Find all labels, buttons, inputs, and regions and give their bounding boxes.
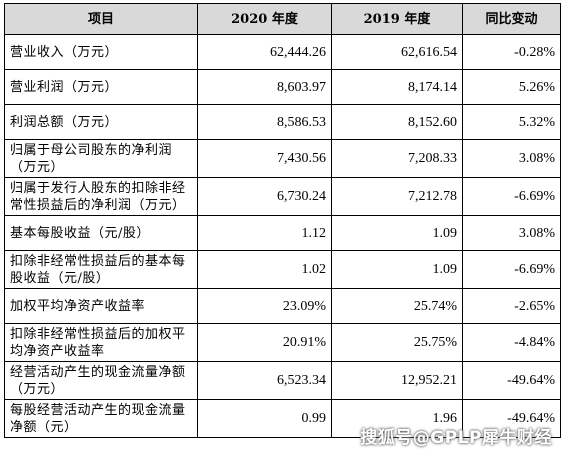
value-2020: 1.12 [197, 215, 332, 251]
watermark-text: 搜狐号@GPLP犀牛财经 [360, 428, 552, 448]
value-change: -49.64% [462, 399, 561, 438]
value-change: -2.65% [462, 288, 561, 324]
value-2020: 0.99 [197, 399, 332, 438]
table-row: 基本每股收益（元/股） 1.12 1.09 3.08% [4, 215, 561, 251]
value-2019: 25.74% [331, 288, 463, 324]
header-item: 项目 [4, 3, 198, 35]
value-change: -4.84% [462, 323, 561, 362]
value-change: -0.28% [462, 34, 561, 70]
row-label: 扣除非经常性损益后的加权平均净资产收益率 [4, 323, 198, 362]
header-row: 项目 2020 年度 2019 年度 同比变动 [4, 3, 561, 35]
row-label: 加权平均净资产收益率 [4, 288, 198, 324]
financial-data-table: 项目 2020 年度 2019 年度 同比变动 营业收入（万元） 62,444.… [4, 3, 561, 438]
value-2019: 1.96 [331, 399, 463, 438]
table-row: 归属于母公司股东的净利润（万元） 7,430.56 7,208.33 3.08% [4, 139, 561, 178]
table-row: 每股经营活动产生的现金流量净额（元） 0.99 1.96 -49.64% [4, 399, 561, 438]
table-row: 利润总额（万元） 8,586.53 8,152.60 5.32% [4, 104, 561, 140]
row-label: 归属于发行人股东的扣除非经常性损益后的净利润（万元） [4, 177, 198, 216]
value-2019: 25.75% [331, 323, 463, 362]
row-label: 基本每股收益（元/股） [4, 215, 198, 251]
row-label: 扣除非经常性损益后的基本每股收益（元/股） [4, 250, 198, 289]
value-2020: 20.91% [197, 323, 332, 362]
header-change: 同比变动 [462, 3, 561, 35]
value-2019: 7,212.78 [331, 177, 463, 216]
table-row: 营业收入（万元） 62,444.26 62,616.54 -0.28% [4, 34, 561, 70]
value-2019: 62,616.54 [331, 34, 463, 70]
row-label: 经营活动产生的现金流量净额（万元） [4, 361, 198, 400]
row-label: 每股经营活动产生的现金流量净额（元） [4, 399, 198, 438]
table-row: 营业利润（万元） 8,603.97 8,174.14 5.26% [4, 69, 561, 105]
row-label: 利润总额（万元） [4, 104, 198, 140]
value-2020: 23.09% [197, 288, 332, 324]
value-change: 3.08% [462, 215, 561, 251]
value-2020: 8,586.53 [197, 104, 332, 140]
value-change: -6.69% [462, 250, 561, 289]
value-change: 3.08% [462, 139, 561, 178]
value-2019: 1.09 [331, 250, 463, 289]
table-row: 经营活动产生的现金流量净额（万元） 6,523.34 12,952.21 -49… [4, 361, 561, 400]
value-change: -49.64% [462, 361, 561, 400]
value-change: 5.32% [462, 104, 561, 140]
value-2020: 6,730.24 [197, 177, 332, 216]
value-2020: 6,523.34 [197, 361, 332, 400]
table-row: 扣除非经常性损益后的加权平均净资产收益率 20.91% 25.75% -4.84… [4, 323, 561, 362]
row-label: 归属于母公司股东的净利润（万元） [4, 139, 198, 178]
value-change: -6.69% [462, 177, 561, 216]
header-2019: 2019 年度 [331, 3, 463, 35]
value-2019: 8,174.14 [331, 69, 463, 105]
header-2020: 2020 年度 [197, 3, 332, 35]
row-label: 营业收入（万元） [4, 34, 198, 70]
value-2020: 62,444.26 [197, 34, 332, 70]
table-row: 加权平均净资产收益率 23.09% 25.74% -2.65% [4, 288, 561, 324]
value-2019: 7,208.33 [331, 139, 463, 178]
value-2020: 7,430.56 [197, 139, 332, 178]
value-2020: 1.02 [197, 250, 332, 289]
value-2020: 8,603.97 [197, 69, 332, 105]
value-2019: 1.09 [331, 215, 463, 251]
table-row: 归属于发行人股东的扣除非经常性损益后的净利润（万元） 6,730.24 7,21… [4, 177, 561, 216]
value-2019: 12,952.21 [331, 361, 463, 400]
value-2019: 8,152.60 [331, 104, 463, 140]
table-row: 扣除非经常性损益后的基本每股收益（元/股） 1.02 1.09 -6.69% [4, 250, 561, 289]
value-change: 5.26% [462, 69, 561, 105]
row-label: 营业利润（万元） [4, 69, 198, 105]
